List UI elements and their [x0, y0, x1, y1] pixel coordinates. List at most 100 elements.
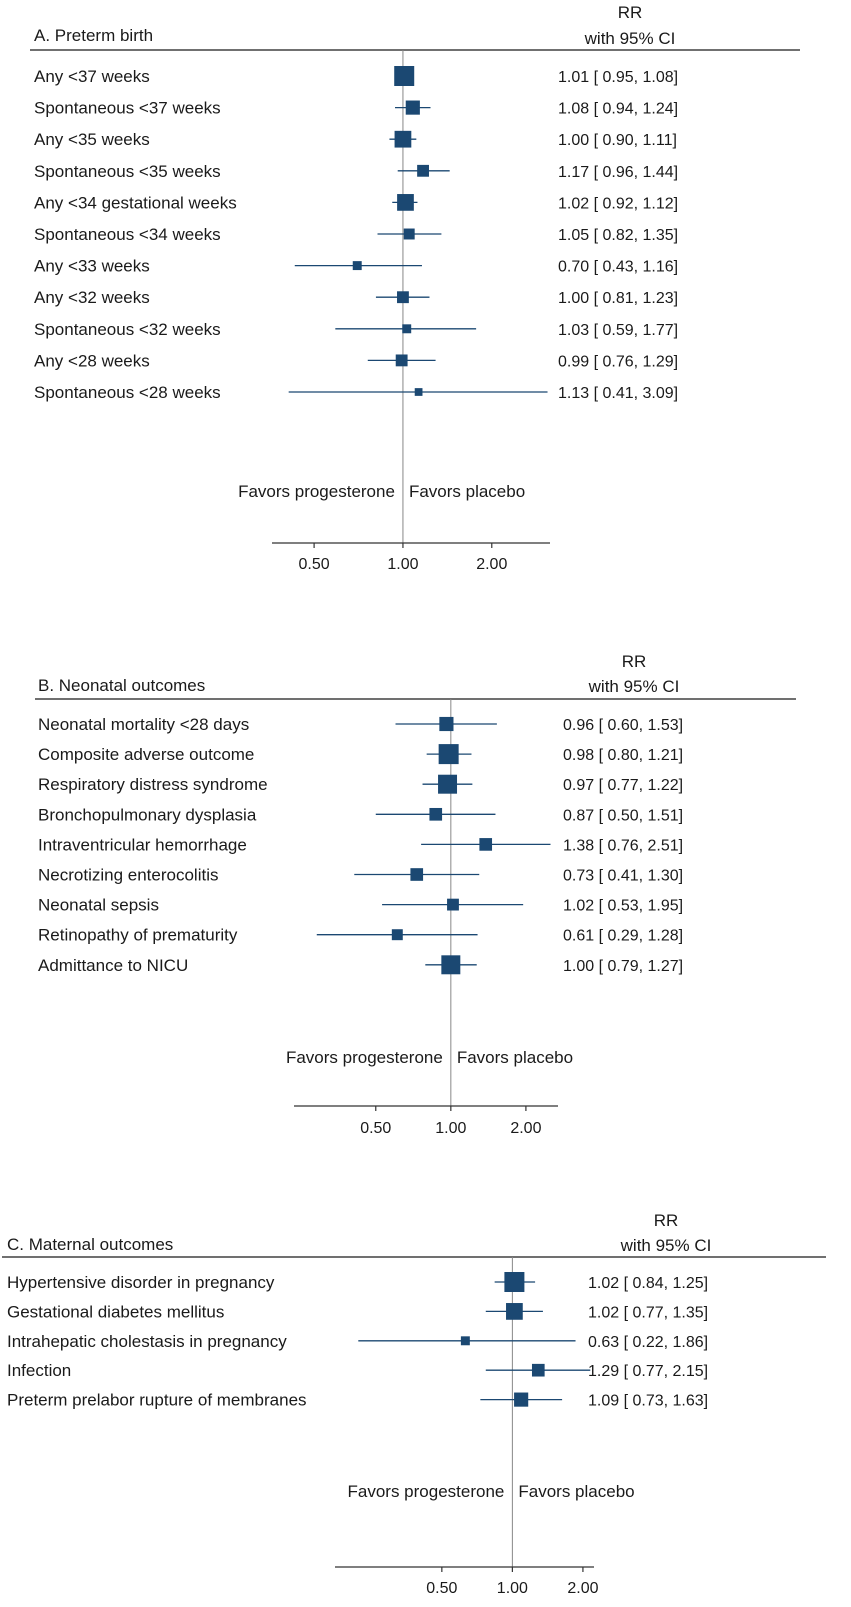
outcome-label: Composite adverse outcome — [38, 745, 254, 764]
effect-marker — [405, 100, 420, 115]
favors-left-label: Favors progesterone — [238, 482, 395, 501]
forest-row: Hypertensive disorder in pregnancy 1.02 [… — [7, 1272, 708, 1292]
outcome-label: Spontaneous <37 weeks — [34, 99, 221, 118]
forest-row: Any <32 weeks 1.00 [ 0.81, 1.23] — [34, 288, 678, 307]
forest-row: Retinopathy of prematurity 0.61 [ 0.29, 1… — [38, 926, 683, 945]
effect-marker — [447, 898, 459, 911]
rr-ci-value: 1.02 [ 0.84, 1.25] — [588, 1275, 708, 1292]
effect-marker — [479, 838, 493, 851]
effect-marker — [417, 164, 429, 177]
outcome-label: Any <33 weeks — [34, 257, 150, 276]
effect-marker — [441, 955, 461, 975]
forest-row: Spontaneous <37 weeks 1.08 [ 0.94, 1.24] — [34, 99, 678, 118]
panel-title: C. Maternal outcomes — [7, 1235, 173, 1254]
outcome-label: Necrotizing enterocolitis — [38, 866, 218, 885]
header-rr: RR — [618, 3, 643, 22]
effect-marker — [394, 130, 412, 148]
outcome-label: Spontaneous <35 weeks — [34, 162, 221, 181]
forest-row: Spontaneous <35 weeks 1.17 [ 0.96, 1.44] — [34, 162, 678, 181]
forest-row: Neonatal sepsis 1.02 [ 0.53, 1.95] — [38, 896, 683, 915]
effect-marker — [395, 354, 408, 367]
forest-row: Bronchopulmonary dysplasia 0.87 [ 0.50, 1… — [38, 805, 683, 824]
forest-row: Any <28 weeks 0.99 [ 0.76, 1.29] — [34, 351, 678, 370]
effect-marker — [438, 744, 459, 765]
forest-row: Any <37 weeks 1.01 [ 0.95, 1.08] — [34, 66, 678, 86]
rr-ci-value: 0.70 [ 0.43, 1.16] — [558, 259, 678, 276]
outcome-label: Retinopathy of prematurity — [38, 926, 238, 945]
effect-marker — [352, 261, 362, 271]
outcome-label: Neonatal mortality <28 days — [38, 715, 249, 734]
rr-ci-value: 1.13 [ 0.41, 3.09] — [558, 385, 678, 402]
forest-row: Any <33 weeks 0.70 [ 0.43, 1.16] — [34, 257, 678, 276]
rr-ci-value: 1.09 [ 0.73, 1.63] — [588, 1393, 708, 1410]
rr-ci-value: 1.05 [ 0.82, 1.35] — [558, 227, 678, 244]
rr-ci-value: 1.17 [ 0.96, 1.44] — [558, 164, 678, 181]
rr-ci-value: 0.97 [ 0.77, 1.22] — [563, 777, 683, 794]
rr-ci-value: 1.00 [ 0.79, 1.27] — [563, 958, 683, 975]
effect-marker — [414, 388, 423, 396]
header-ci: with 95% CI — [620, 1236, 712, 1255]
rr-ci-value: 0.99 [ 0.76, 1.29] — [558, 353, 678, 370]
rr-ci-value: 1.00 [ 0.81, 1.23] — [558, 290, 678, 307]
rr-ci-value: 1.29 [ 0.77, 2.15] — [588, 1363, 708, 1380]
outcome-label: Spontaneous <28 weeks — [34, 383, 221, 402]
forest-row: Any <35 weeks 1.00 [ 0.90, 1.11] — [34, 130, 677, 149]
forest-panel-c: C. Maternal outcomes RR with 95% CI Hyperte… — [2, 1211, 826, 1597]
effect-marker — [394, 66, 415, 86]
outcome-label: Intrahepatic cholestasis in pregnancy — [7, 1332, 287, 1351]
x-tick-label: 1.00 — [387, 556, 418, 573]
rr-ci-value: 1.01 [ 0.95, 1.08] — [558, 69, 678, 86]
rr-ci-value: 1.08 [ 0.94, 1.24] — [558, 101, 678, 118]
effect-marker — [439, 716, 454, 732]
outcome-label: Any <37 weeks — [34, 67, 150, 86]
x-tick-label: 2.00 — [567, 1580, 598, 1597]
panel-title: B. Neonatal outcomes — [38, 676, 205, 695]
favors-right-label: Favors placebo — [409, 482, 525, 501]
header-ci: with 95% CI — [588, 677, 680, 696]
forest-row: Intrahepatic cholestasis in pregnancy 0.6… — [7, 1332, 708, 1351]
panel-title: A. Preterm birth — [34, 26, 153, 45]
forest-row: Composite adverse outcome 0.98 [ 0.80, 1.… — [38, 744, 683, 765]
rr-ci-value: 1.02 [ 0.53, 1.95] — [563, 898, 683, 915]
effect-marker — [506, 1303, 523, 1320]
forest-row: Spontaneous <28 weeks 1.13 [ 0.41, 3.09] — [34, 383, 678, 402]
forest-row: Respiratory distress syndrome 0.97 [ 0.77… — [38, 774, 683, 794]
outcome-label: Admittance to NICU — [38, 956, 188, 975]
effect-marker — [410, 868, 424, 881]
x-tick-label: 0.50 — [360, 1120, 391, 1137]
favors-left-label: Favors progesterone — [286, 1048, 443, 1067]
effect-marker — [402, 324, 412, 334]
rr-ci-value: 1.03 [ 0.59, 1.77] — [558, 322, 678, 339]
outcome-label: Gestational diabetes mellitus — [7, 1302, 224, 1321]
outcome-label: Spontaneous <32 weeks — [34, 320, 221, 339]
rr-ci-value: 0.98 [ 0.80, 1.21] — [563, 747, 683, 764]
rr-ci-value: 0.96 [ 0.60, 1.53] — [563, 717, 683, 734]
forest-panel-b: B. Neonatal outcomes RR with 95% CI Neonata… — [35, 652, 796, 1137]
x-tick-label: 2.00 — [476, 556, 507, 573]
forest-row: Admittance to NICU 1.00 [ 0.79, 1.27] — [38, 955, 683, 975]
outcome-label: Hypertensive disorder in pregnancy — [7, 1273, 275, 1292]
x-tick-label: 1.00 — [435, 1120, 466, 1137]
outcome-label: Preterm prelabor rupture of membranes — [7, 1391, 307, 1410]
forest-row: Necrotizing enterocolitis 0.73 [ 0.41, 1.… — [38, 866, 683, 885]
outcome-label: Bronchopulmonary dysplasia — [38, 805, 257, 824]
effect-marker — [397, 291, 409, 304]
rr-ci-value: 1.38 [ 0.76, 2.51] — [563, 837, 683, 854]
x-tick-label: 2.00 — [510, 1120, 541, 1137]
header-rr: RR — [654, 1211, 679, 1230]
x-tick-label: 1.00 — [497, 1580, 528, 1597]
forest-row: Spontaneous <32 weeks 1.03 [ 0.59, 1.77] — [34, 320, 678, 339]
favors-left-label: Favors progesterone — [348, 1482, 505, 1501]
favors-right-label: Favors placebo — [457, 1048, 573, 1067]
rr-ci-value: 0.61 [ 0.29, 1.28] — [563, 928, 683, 945]
effect-marker — [514, 1392, 529, 1407]
outcome-label: Spontaneous <34 weeks — [34, 225, 221, 244]
outcome-label: Neonatal sepsis — [38, 896, 159, 915]
outcome-label: Any <34 gestational weeks — [34, 193, 237, 212]
outcome-label: Any <35 weeks — [34, 130, 150, 149]
effect-marker — [403, 228, 415, 240]
forest-row: Neonatal mortality <28 days 0.96 [ 0.60, … — [38, 715, 683, 734]
favors-right-label: Favors placebo — [518, 1482, 634, 1501]
header-rr: RR — [622, 652, 647, 671]
